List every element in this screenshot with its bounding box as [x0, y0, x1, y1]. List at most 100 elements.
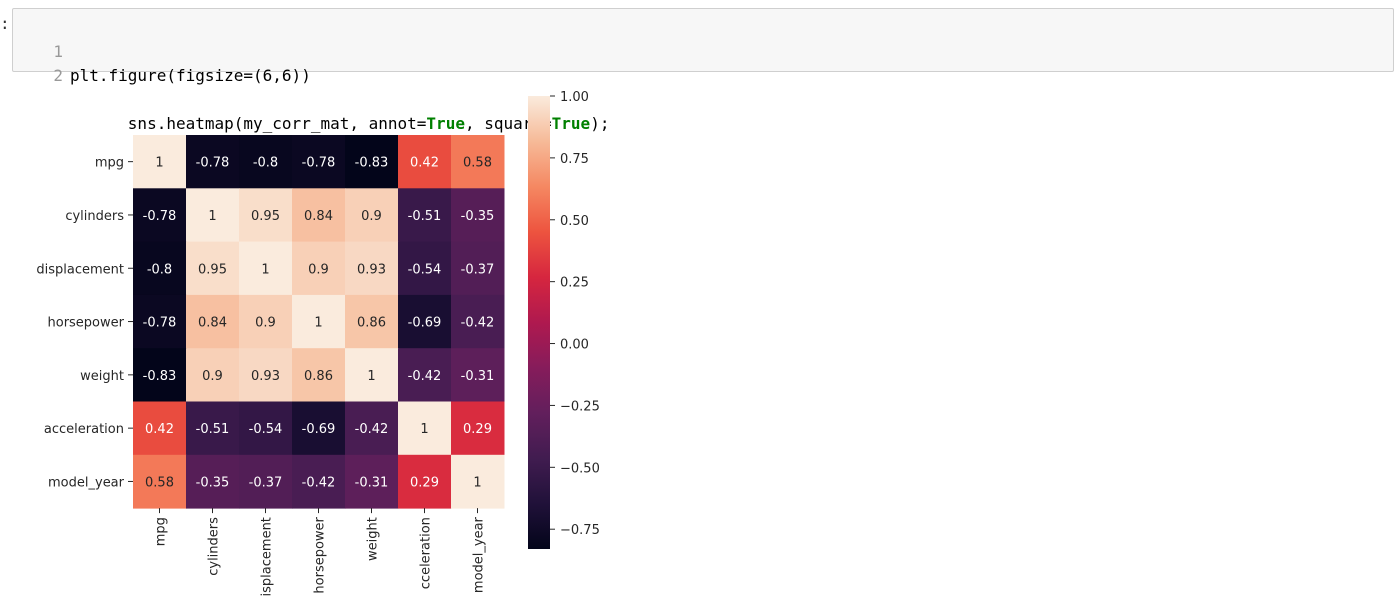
- code-line[interactable]: 2 sns.heatmap(my_corr_mat, annot=True, s…: [13, 40, 609, 133]
- cell-annotation: 0.95: [198, 262, 227, 277]
- cell-annotation: 0.9: [202, 369, 223, 384]
- heatmap-cell: [133, 135, 187, 189]
- cell-annotation: -0.42: [408, 369, 442, 384]
- cell-annotation: -0.31: [461, 369, 495, 384]
- heatmap-cell: [186, 401, 240, 456]
- colorbar-tick-label: 0.25: [560, 276, 589, 291]
- code-line[interactable]: 1 plt.figure(figsize=(6,6)): [13, 16, 310, 85]
- cell-annotation: -0.83: [143, 369, 177, 384]
- heatmap-cell: [345, 294, 399, 349]
- y-tick-label: displacement: [36, 262, 124, 277]
- y-tick-label: acceleration: [44, 422, 124, 437]
- heatmap-cell: [398, 348, 452, 402]
- heatmap-cell: [239, 401, 293, 456]
- cell-annotation: 1: [155, 156, 163, 171]
- cell-annotation: -0.54: [408, 262, 442, 277]
- cell-annotation: -0.35: [461, 209, 495, 224]
- heatmap-cell: [398, 241, 452, 296]
- heatmap-cell: [186, 241, 240, 296]
- code-keyword: True: [426, 114, 465, 133]
- cell-annotation: -0.69: [408, 316, 442, 331]
- heatmap-cell: [292, 241, 346, 296]
- cell-annotation: -0.78: [302, 156, 336, 171]
- cell-annotation: -0.35: [196, 475, 230, 490]
- heatmap-cell: [345, 135, 399, 189]
- heatmap-cell: [451, 241, 505, 296]
- colorbar: [528, 96, 550, 549]
- cell-annotation: -0.8: [253, 156, 278, 171]
- cell-annotation: -0.42: [461, 316, 495, 331]
- cell-annotation: -0.83: [355, 156, 389, 171]
- cell-annotation: 0.58: [463, 156, 492, 171]
- colorbar-tick-label: 1.00: [560, 90, 589, 105]
- y-tick-label: mpg: [95, 156, 124, 171]
- heatmap-cell: [239, 454, 293, 509]
- heatmap-cell: [451, 401, 505, 456]
- heatmap-cell: [292, 135, 346, 189]
- heatmap-cell: [133, 294, 187, 349]
- heatmap-cell: [398, 454, 452, 509]
- x-tick-label: cceleration: [419, 517, 434, 589]
- heatmap-cell: [292, 401, 346, 456]
- cell-annotation: -0.51: [196, 422, 230, 437]
- y-tick-label: weight: [80, 369, 124, 384]
- cell-annotation: 0.9: [255, 316, 276, 331]
- cell-annotation: -0.37: [249, 475, 283, 490]
- cell-annotation: 0.86: [357, 316, 386, 331]
- cell-annotation: 0.58: [145, 475, 174, 490]
- cell-annotation: 0.93: [357, 262, 386, 277]
- cell-annotation: -0.51: [408, 209, 442, 224]
- heatmap-cell: [345, 188, 399, 243]
- heatmap-cell: [239, 135, 293, 189]
- code-text: sns.heatmap(my_corr_mat, annot=True, squ…: [70, 88, 610, 160]
- cell-annotation: 1: [314, 316, 322, 331]
- heatmap-cell: [451, 294, 505, 349]
- heatmap-cell: [292, 348, 346, 402]
- correlation-heatmap: 1 -0.78 -0.8 -0.78 -0.83 0.42 0.58 -0.78 1 0.95 0.…: [36, 90, 600, 596]
- cell-annotation: 1: [261, 262, 269, 277]
- cell-annotation: -0.8: [147, 262, 172, 277]
- x-tick-label: horsepower: [313, 516, 328, 593]
- heatmap-cell: [398, 188, 452, 243]
- cell-annotation: 0.86: [304, 369, 333, 384]
- heatmap-cell: [451, 188, 505, 243]
- cell-annotation: 0.84: [198, 316, 227, 331]
- heatmap-cell: [292, 188, 346, 243]
- heatmap-cell: [239, 348, 293, 402]
- y-tick-label: cylinders: [65, 209, 124, 224]
- cell-annotation: -0.37: [461, 262, 495, 277]
- x-tick-label: weight: [366, 517, 381, 561]
- line-number: 2: [53, 66, 63, 85]
- heatmap-cell: [451, 454, 505, 509]
- x-tick-label: isplacement: [260, 517, 275, 596]
- cell-annotation: -0.42: [302, 475, 336, 490]
- cell-annotation: 0.42: [145, 422, 174, 437]
- heatmap-cell: [186, 135, 240, 189]
- y-tick-label: model_year: [48, 475, 125, 490]
- heatmap-cell: [345, 241, 399, 296]
- code-text: plt.figure(figsize=(6,6)): [70, 66, 311, 85]
- heatmap-cell: [133, 188, 187, 243]
- x-tick-label: mpg: [154, 517, 169, 546]
- heatmap-cell: [186, 188, 240, 243]
- cell-annotation: 0.42: [410, 156, 439, 171]
- code-token: sns.heatmap(my_corr_mat, annot=: [127, 114, 427, 133]
- cell-annotation: 0.93: [251, 369, 280, 384]
- cell-annotation: -0.78: [143, 316, 177, 331]
- heatmap-cell: [345, 401, 399, 456]
- heatmap-cell: [186, 294, 240, 349]
- cell-annotation: 1: [420, 422, 428, 437]
- colorbar-tick-label: −0.75: [560, 523, 600, 538]
- heatmap-cell: [239, 241, 293, 296]
- heatmap-cell: [239, 294, 293, 349]
- cell-annotation: -0.54: [249, 422, 283, 437]
- cell-annotation: -0.69: [302, 422, 336, 437]
- code-cell[interactable]: 1 plt.figure(figsize=(6,6)) 2 sns.heatma…: [12, 8, 1394, 133]
- cell-annotation: 0.84: [304, 209, 333, 224]
- cell-annotation: 0.29: [463, 422, 492, 437]
- cell-annotation: 0.29: [410, 475, 439, 490]
- colorbar-tick-label: 0.75: [560, 152, 589, 167]
- x-tick-label: model_year: [472, 516, 487, 593]
- heatmap-cell: [345, 454, 399, 509]
- heatmap-cell: [133, 241, 187, 296]
